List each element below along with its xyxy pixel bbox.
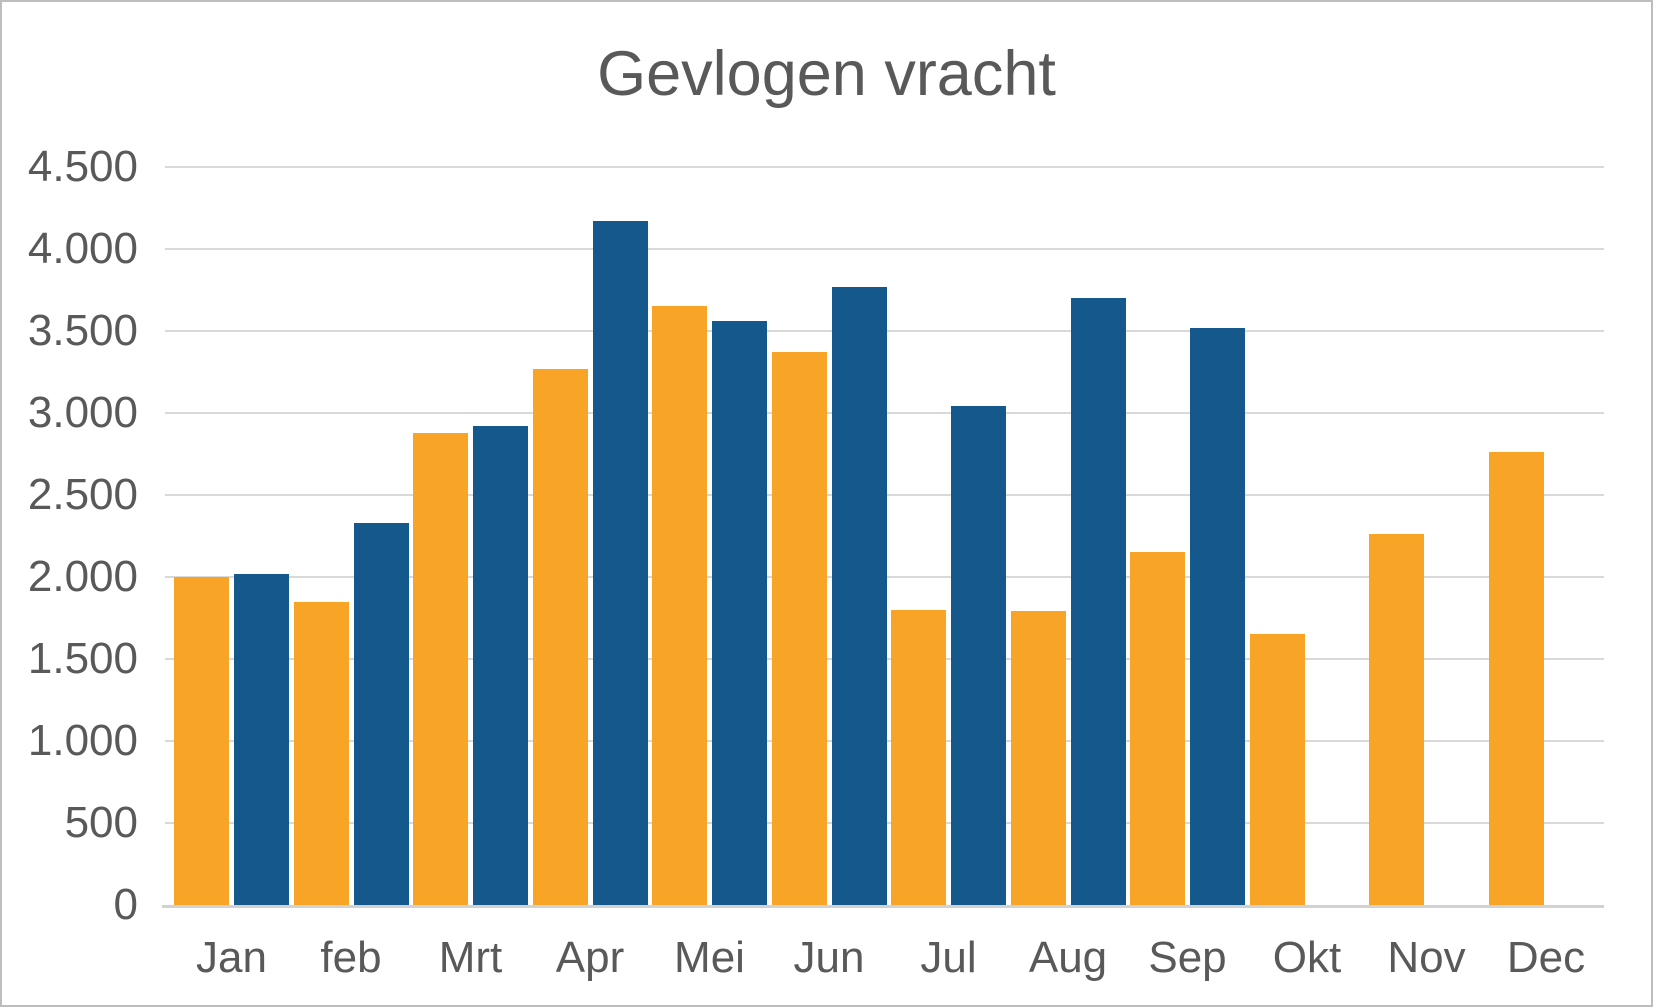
x-axis-label-mrt: Mrt bbox=[438, 933, 503, 982]
bar-aug-blue-series bbox=[1070, 298, 1126, 905]
bar-jan-orange-series bbox=[174, 577, 229, 905]
x-axis-label-apr: Apr bbox=[555, 933, 625, 982]
y-axis-tick-label: 4.000 bbox=[27, 224, 138, 273]
x-axis-label-dec: Dec bbox=[1506, 933, 1586, 982]
x-axis-label-okt: Okt bbox=[1272, 933, 1342, 982]
x-axis-label-aug: Aug bbox=[1028, 933, 1108, 982]
x-axis-label-feb: feb bbox=[320, 933, 382, 982]
bar-mrt-blue-series bbox=[473, 426, 528, 905]
bar-jun-orange-series bbox=[771, 352, 827, 905]
bar-nov-orange-series bbox=[1369, 534, 1424, 905]
bar-apr-orange-series bbox=[532, 368, 588, 905]
bar-jun-blue-series bbox=[831, 286, 887, 905]
y-axis-tick-label: 0 bbox=[113, 880, 138, 929]
chart-title: Gevlogen vracht bbox=[597, 39, 1056, 109]
y-axis-tick-label: 2.000 bbox=[27, 552, 138, 601]
x-axis-line bbox=[162, 905, 1604, 908]
bar-feb-orange-series bbox=[293, 601, 349, 905]
bar-dec-orange-series bbox=[1488, 452, 1544, 905]
bar-feb-blue-series bbox=[353, 522, 409, 905]
x-axis-label-sep: Sep bbox=[1148, 933, 1227, 982]
x-axis-label-jul: Jul bbox=[920, 933, 977, 982]
y-axis-tick-label: 3.000 bbox=[27, 388, 138, 437]
bar-jul-blue-series bbox=[951, 406, 1006, 905]
x-axis-label-jan: Jan bbox=[196, 933, 267, 982]
bar-okt-orange-series bbox=[1249, 634, 1305, 905]
y-axis-tick-label: 4.500 bbox=[27, 142, 138, 191]
y-axis-tick-label: 500 bbox=[64, 798, 138, 847]
bar-sep-orange-series bbox=[1130, 552, 1185, 905]
x-axis-label-mei: Mei bbox=[674, 933, 745, 982]
y-axis-tick-label: 1.500 bbox=[27, 634, 138, 683]
y-axis-tick-label: 3.500 bbox=[27, 306, 138, 355]
bar-aug-orange-series bbox=[1010, 611, 1066, 905]
gridline bbox=[165, 248, 1604, 250]
x-axis-label-nov: Nov bbox=[1387, 933, 1466, 982]
x-axis-label-jun: Jun bbox=[793, 933, 865, 982]
bar-mrt-orange-series bbox=[413, 432, 468, 905]
bar-sep-blue-series bbox=[1190, 327, 1245, 905]
bar-apr-blue-series bbox=[592, 221, 648, 905]
bar-jan-blue-series bbox=[234, 573, 289, 905]
y-axis-tick-label: 2.500 bbox=[27, 470, 138, 519]
bar-mei-blue-series bbox=[712, 321, 767, 905]
bar-jul-orange-series bbox=[891, 609, 946, 905]
y-axis-tick-label: 1.000 bbox=[27, 716, 138, 765]
gridline bbox=[165, 166, 1604, 168]
bar-mei-orange-series bbox=[652, 306, 707, 905]
